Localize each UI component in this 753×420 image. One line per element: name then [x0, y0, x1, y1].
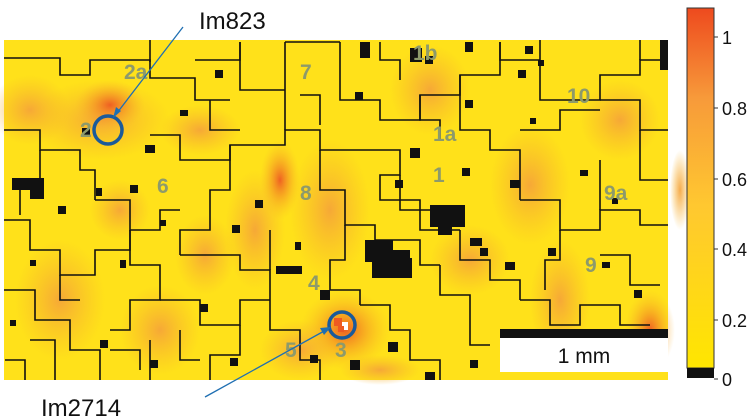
grain-label: 3	[335, 339, 347, 362]
colorbar-tick-label: 1	[722, 28, 732, 48]
scale-bar-box	[500, 338, 668, 372]
colorbar-tick-label: 0.4	[722, 240, 747, 260]
scale-bar-line	[500, 329, 668, 338]
colorbar-tick-labels: 1 0.8 0.6 0.4 0.2 0	[722, 28, 747, 390]
scale-bar: 1 mm	[500, 329, 668, 372]
colorbar-tick-label: 0	[722, 370, 732, 390]
colorbar-gradient	[686, 7, 715, 369]
hotspot-pixel	[334, 318, 342, 326]
marker-circle-im2714	[327, 310, 357, 340]
grain-label: 2	[80, 119, 92, 142]
marker-circle-im823	[92, 114, 124, 146]
colorbar-tick-label: 0.2	[722, 311, 747, 331]
grain-label: 7	[300, 61, 312, 84]
grain-label: 1	[433, 164, 445, 187]
arrowhead-icon	[113, 107, 121, 118]
scale-bar-label: 1 mm	[558, 345, 611, 368]
callout-label-im823: Im823	[199, 8, 266, 35]
hotspot-pixel	[342, 322, 348, 330]
callout-label-im2714: Im2714	[41, 395, 121, 420]
strain-map: 1 mm 2a 7 1b 10 2 1a 6 1 8 9a 9 4 5 3	[0, 40, 690, 385]
unindexed-points	[10, 40, 668, 380]
grain-label: 4	[308, 272, 320, 295]
grain-label: 9a	[604, 182, 628, 205]
grain-label: 2a	[124, 61, 148, 84]
colorbar: 1 0.8 0.6 0.4 0.2 0	[686, 7, 747, 390]
colorbar-tick-label: 0.6	[722, 170, 747, 190]
grain-label: 10	[567, 85, 590, 108]
grain-labels: 2a 7 1b 10 2 1a 6 1 8 9a 9 4 5 3	[80, 42, 628, 362]
grain-label: 6	[157, 175, 169, 198]
grain-label: 5	[285, 339, 297, 362]
callout-arrow-im823	[116, 26, 184, 114]
colorbar-ticks	[714, 36, 718, 380]
arrowhead-icon	[320, 327, 331, 335]
callouts: Im823 Im2714	[41, 8, 331, 420]
measurement-markers	[92, 114, 357, 340]
grain-label: 1a	[433, 123, 457, 146]
colorbar-tick-label: 0.8	[722, 99, 747, 119]
callout-arrow-im2714	[204, 329, 327, 398]
grain-boundaries	[4, 40, 668, 380]
hotspot-pixel	[338, 326, 344, 332]
colorbar-zero-band	[687, 368, 714, 378]
grain-label: 1b	[413, 42, 438, 65]
grain-label: 8	[300, 182, 312, 205]
grain-label: 9	[585, 254, 597, 277]
